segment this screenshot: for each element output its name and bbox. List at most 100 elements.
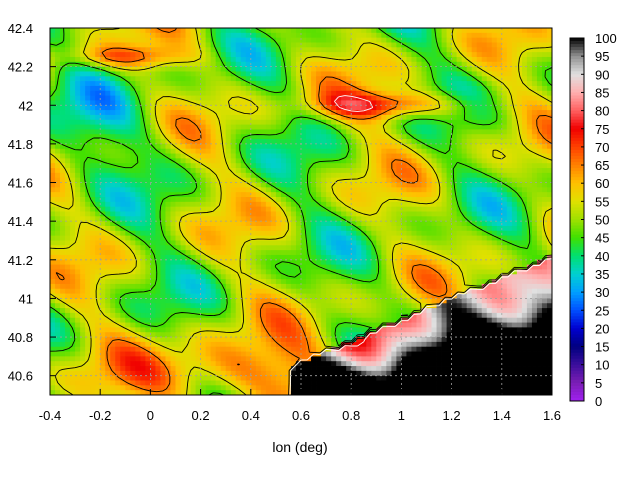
heatmap-cell: [491, 168, 498, 174]
heatmap-cell: [421, 206, 427, 212]
heatmap-cell: [240, 182, 247, 188]
heatmap-cell: [461, 240, 468, 246]
heatmap-cell: [140, 100, 146, 106]
heatmap-cell: [235, 52, 242, 58]
heatmap-cell: [105, 139, 111, 145]
heatmap-cell: [230, 32, 237, 39]
heatmap-cell: [421, 95, 427, 101]
heatmap-cell: [446, 110, 452, 116]
heatmap-cell: [351, 129, 357, 135]
heatmap-cell: [396, 61, 402, 68]
heatmap-cell: [295, 124, 302, 130]
heatmap-cell: [140, 182, 146, 188]
heatmap-cell: [351, 225, 357, 232]
heatmap-cell: [376, 197, 382, 203]
heatmap-cell: [496, 192, 503, 198]
heatmap-cell: [65, 211, 71, 217]
heatmap-cell: [295, 192, 302, 198]
heatmap-cell: [115, 192, 121, 198]
heatmap-cell: [336, 114, 342, 121]
heatmap-cell: [386, 95, 392, 101]
heatmap-cell: [210, 163, 217, 169]
heatmap-cell: [180, 201, 186, 208]
heatmap-cell: [381, 264, 387, 270]
heatmap-cell: [115, 197, 121, 203]
heatmap-cell: [220, 216, 227, 222]
heatmap-cell: [210, 230, 217, 237]
heatmap-cell: [175, 37, 181, 43]
heatmap-cell: [536, 124, 543, 130]
heatmap-cell: [160, 221, 166, 227]
heatmap-cell: [356, 139, 362, 145]
heatmap-cell: [190, 37, 196, 43]
heatmap-cell: [285, 47, 292, 53]
heatmap-cell: [416, 110, 422, 116]
heatmap-cell: [316, 81, 322, 87]
heatmap-cell: [426, 139, 432, 145]
heatmap-cell: [245, 163, 252, 169]
heatmap-cell: [290, 245, 297, 251]
heatmap-cell: [431, 71, 437, 77]
heatmap-cell: [70, 42, 76, 48]
heatmap-cell: [50, 61, 56, 68]
heatmap-cell: [215, 119, 222, 125]
heatmap-cell: [491, 235, 498, 241]
heatmap-cell: [100, 201, 106, 208]
heatmap-cell: [205, 110, 212, 116]
heatmap-cell: [175, 182, 181, 188]
heatmap-cell: [280, 148, 287, 154]
heatmap-cell: [411, 250, 417, 256]
heatmap-cell: [321, 259, 327, 266]
heatmap-cell: [466, 172, 473, 179]
heatmap-cell: [446, 221, 452, 227]
heatmap-cell: [361, 66, 367, 72]
heatmap-cell: [426, 172, 432, 179]
heatmap-cell: [295, 61, 302, 68]
heatmap-cell: [401, 143, 407, 150]
heatmap-cell: [536, 81, 543, 87]
heatmap-cell: [100, 114, 106, 121]
heatmap-cell: [95, 177, 101, 183]
heatmap-cell: [280, 95, 287, 101]
heatmap-cell: [255, 129, 262, 135]
heatmap-cell: [356, 148, 362, 154]
heatmap-cell: [411, 100, 417, 106]
heatmap-cell: [451, 206, 458, 212]
heatmap-cell: [260, 245, 267, 251]
heatmap-cell: [100, 28, 106, 34]
heatmap-cell: [275, 250, 282, 256]
heatmap-cell: [311, 32, 317, 39]
heatmap-cell: [346, 168, 352, 174]
heatmap-cell: [260, 225, 267, 232]
heatmap-cell: [431, 66, 437, 72]
heatmap-cell: [321, 250, 327, 256]
heatmap-cell: [290, 211, 297, 217]
heatmap-cell: [110, 129, 116, 135]
heatmap-cell: [245, 153, 252, 159]
heatmap-cell: [275, 264, 282, 270]
heatmap-cell: [486, 119, 493, 125]
heatmap-cell: [481, 37, 488, 43]
heatmap-cell: [50, 240, 56, 246]
heatmap-cell: [160, 177, 166, 183]
heatmap-cell: [461, 192, 468, 198]
heatmap-cell: [130, 192, 136, 198]
heatmap-cell: [55, 177, 61, 183]
heatmap-cell: [446, 105, 452, 111]
heatmap-cell: [175, 85, 181, 92]
heatmap-cell: [471, 245, 478, 251]
heatmap-cell: [220, 100, 227, 106]
heatmap-cell: [185, 81, 191, 87]
heatmap-cell: [371, 206, 377, 212]
heatmap-cell: [115, 90, 121, 97]
heatmap-cell: [100, 158, 106, 164]
heatmap-cell: [190, 158, 196, 164]
heatmap-cell: [90, 158, 96, 164]
heatmap-cell: [290, 119, 297, 125]
heatmap-cell: [386, 192, 392, 198]
heatmap-cell: [245, 177, 252, 183]
heatmap-cell: [100, 105, 106, 111]
heatmap-cell: [185, 37, 191, 43]
heatmap-cell: [130, 264, 136, 270]
heatmap-cell: [260, 85, 267, 92]
